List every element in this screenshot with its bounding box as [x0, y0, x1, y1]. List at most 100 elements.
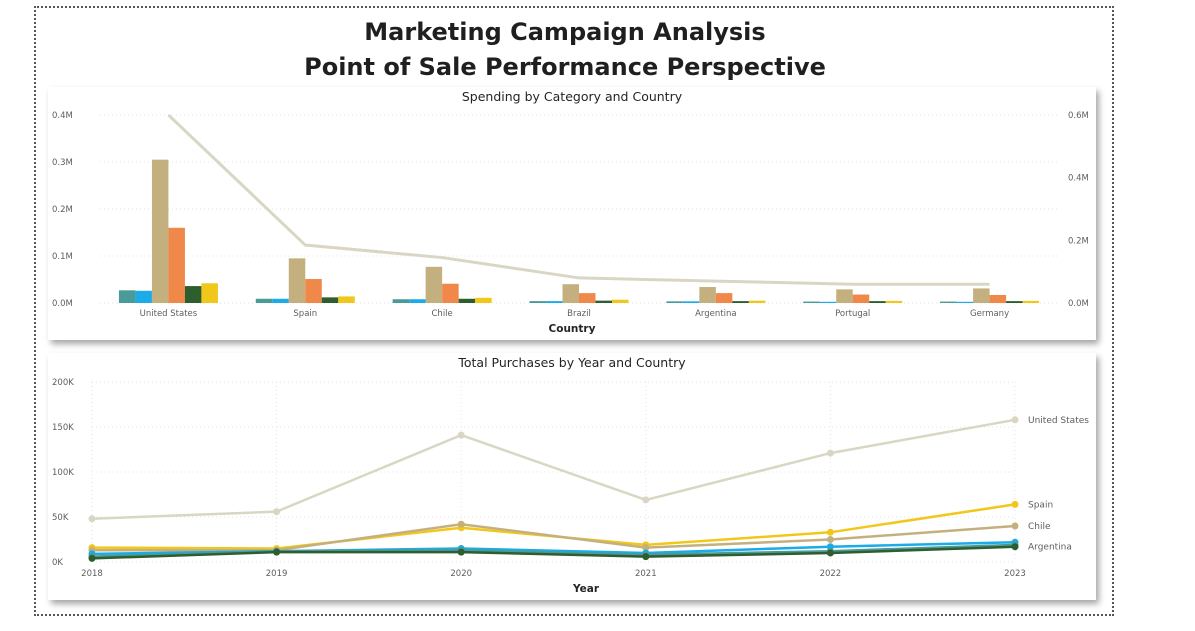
- y-tick-label: 200K: [52, 378, 74, 388]
- series-label: Argentina: [1028, 543, 1072, 553]
- x-tick-label: 2020: [450, 569, 472, 579]
- data-point: [1011, 416, 1019, 424]
- bar: [305, 279, 322, 303]
- data-point: [1011, 522, 1019, 530]
- x-tick-label: 2018: [81, 569, 103, 579]
- chart-title: Spending by Category and Country: [462, 89, 683, 104]
- bar: [956, 301, 974, 303]
- bar: [151, 159, 169, 303]
- bar: [288, 258, 306, 303]
- bar: [184, 286, 202, 303]
- x-tick-label: Portugal: [835, 309, 870, 319]
- spending-chart-panel[interactable]: Spending by Category and Country Country…: [48, 87, 1096, 340]
- data-point: [273, 548, 281, 556]
- bar: [475, 297, 492, 303]
- purchases-chart: Total Purchases by Year and Country Year…: [52, 355, 1089, 595]
- bar: [803, 301, 820, 303]
- data-point: [642, 496, 650, 504]
- bar: [425, 266, 443, 303]
- bar: [168, 227, 185, 303]
- series-label: Spain: [1028, 500, 1053, 510]
- series-label: Chile: [1028, 522, 1051, 532]
- y-tick-label: 0.3M: [52, 158, 73, 168]
- bar: [135, 290, 152, 303]
- y2-tick-label: 0.6M: [1068, 111, 1089, 121]
- bar: [748, 300, 766, 303]
- data-point: [273, 508, 281, 516]
- data-point: [826, 549, 834, 557]
- y-tick-label: 100K: [52, 468, 74, 478]
- y-tick-label: 0K: [52, 558, 63, 568]
- bar: [321, 297, 339, 303]
- y-tick-label: 0.4M: [52, 111, 73, 121]
- bar: [699, 287, 716, 303]
- series-line: [91, 503, 1016, 550]
- x-tick-label: Brazil: [567, 309, 591, 319]
- bar: [272, 298, 289, 303]
- data-point: [457, 548, 465, 556]
- spending-chart: Spending by Category and Country Country…: [52, 89, 1089, 335]
- bar: [869, 301, 886, 303]
- bar: [338, 296, 355, 303]
- x-tick-label: Germany: [970, 309, 1009, 319]
- x-tick-label: United States: [140, 309, 198, 319]
- data-point: [457, 431, 465, 439]
- data-point: [1011, 500, 1019, 508]
- series-line: [91, 545, 1016, 560]
- bar: [595, 300, 612, 303]
- data-point: [1011, 543, 1019, 551]
- bar: [973, 288, 990, 303]
- bar: [819, 301, 837, 303]
- data-point: [642, 544, 650, 552]
- series-line: [91, 418, 1016, 521]
- y-tick-label: 50K: [52, 513, 69, 523]
- bar: [255, 298, 273, 303]
- bar: [409, 299, 426, 303]
- data-point: [88, 554, 96, 562]
- bar: [579, 293, 596, 303]
- x-tick-label: 2022: [820, 569, 842, 579]
- x-tick-label: Spain: [293, 309, 317, 319]
- bar: [989, 295, 1007, 303]
- bar: [1022, 300, 1040, 303]
- bar: [852, 294, 870, 303]
- bar: [836, 289, 853, 303]
- y2-tick-label: 0.2M: [1068, 236, 1089, 246]
- x-axis-label: Country: [549, 323, 596, 335]
- y-tick-label: 150K: [52, 423, 74, 433]
- data-point: [88, 515, 96, 523]
- bar: [442, 283, 459, 303]
- y2-tick-label: 0.0M: [1068, 299, 1089, 309]
- bar: [458, 298, 476, 303]
- data-point: [826, 528, 834, 536]
- bar: [732, 301, 749, 303]
- data-point: [826, 449, 834, 457]
- x-tick-label: Argentina: [695, 309, 736, 319]
- bar: [529, 301, 546, 303]
- y-tick-label: 0.2M: [52, 205, 73, 215]
- chart-title: Total Purchases by Year and Country: [457, 355, 686, 370]
- data-point: [642, 553, 650, 561]
- purchases-chart-panel[interactable]: Total Purchases by Year and Country Year…: [48, 353, 1096, 600]
- series-label: United States: [1028, 416, 1089, 426]
- bar: [1006, 301, 1023, 303]
- dashboard-frame: [34, 6, 1114, 616]
- bar: [546, 301, 563, 303]
- y-tick-label: 0.0M: [52, 299, 73, 309]
- y2-tick-label: 0.4M: [1068, 174, 1089, 184]
- x-tick-label: 2023: [1004, 569, 1026, 579]
- bar: [562, 284, 579, 303]
- x-tick-label: 2019: [266, 569, 288, 579]
- bar: [201, 283, 218, 303]
- data-point: [457, 520, 465, 528]
- x-axis-label: Year: [572, 583, 600, 595]
- dashboard-title: Marketing Campaign Analysis: [364, 18, 766, 46]
- y-tick-label: 0.1M: [52, 252, 73, 262]
- bar: [666, 301, 683, 303]
- x-tick-label: Chile: [432, 309, 453, 319]
- bar: [612, 299, 629, 303]
- dashboard-subtitle: Point of Sale Performance Perspective: [304, 53, 826, 81]
- bar: [715, 293, 733, 303]
- series-line: [92, 522, 1016, 552]
- bar: [682, 301, 700, 303]
